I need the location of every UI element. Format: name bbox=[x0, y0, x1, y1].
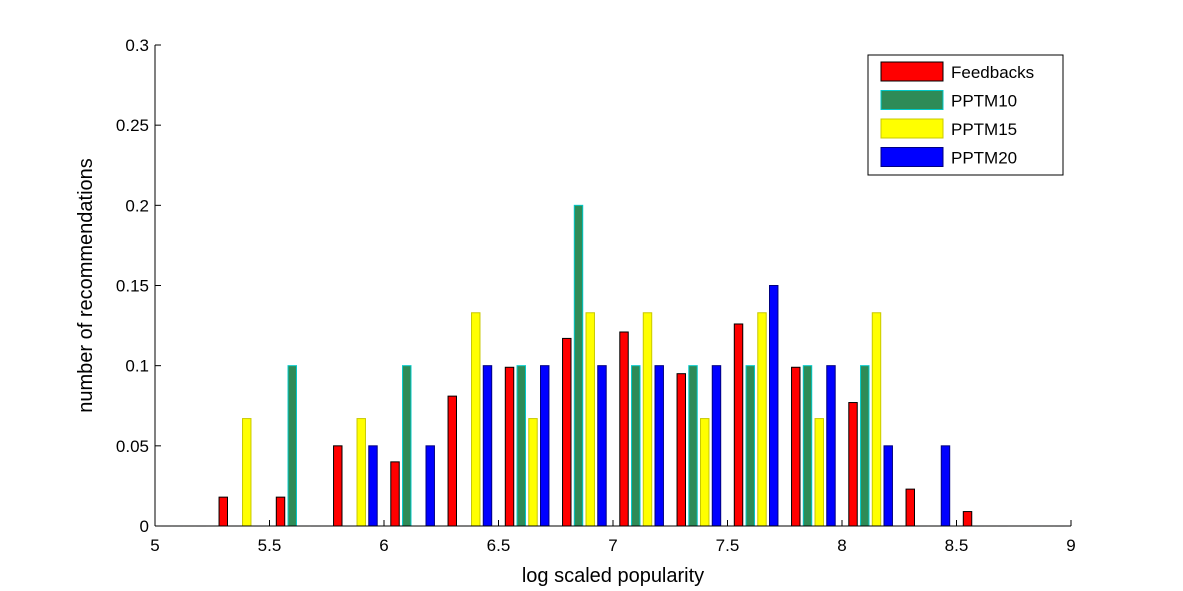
bar-pptm20-bin-7 bbox=[597, 365, 607, 527]
bar-feedbacks-bin-9 bbox=[676, 373, 686, 527]
bar-pptm15-bin-12 bbox=[871, 312, 882, 527]
y-tick-label: 0.25 bbox=[116, 116, 149, 135]
bar-pptm15-bin-3 bbox=[356, 418, 366, 527]
legend-swatch-pptm20 bbox=[880, 147, 944, 167]
x-tick-label: 7 bbox=[608, 536, 617, 555]
legend-label-pptm15: PPTM15 bbox=[951, 120, 1017, 139]
bar-pptm10-bin-6 bbox=[516, 365, 526, 527]
bar-pptm10-bin-12 bbox=[860, 365, 870, 527]
x-tick-label: 8 bbox=[837, 536, 846, 555]
bar-feedbacks-bin-13 bbox=[905, 488, 915, 527]
legend-label-pptm20: PPTM20 bbox=[951, 149, 1017, 168]
bar-feedbacks-bin-10 bbox=[733, 323, 744, 527]
bar-feedbacks-bin-14 bbox=[962, 511, 973, 527]
x-ticks: 5 5.5 6 6.5 7 7.5 8 8.5 9 bbox=[150, 520, 1076, 555]
y-axis-label: number of recommendations bbox=[75, 158, 97, 413]
bar-pptm15-bin-11 bbox=[814, 418, 824, 527]
legend-swatch-pptm15 bbox=[880, 118, 944, 139]
bar-feedbacks-bin-11 bbox=[791, 366, 801, 527]
bar-pptm20-bin-13 bbox=[940, 445, 951, 527]
bar-pptm15-bin-1 bbox=[242, 418, 252, 527]
bar-feedbacks-bin-2 bbox=[275, 496, 286, 527]
bar-pptm15-bin-9 bbox=[700, 418, 710, 527]
bar-pptm10-bin-2 bbox=[287, 365, 297, 527]
axes-group: 0 0.05 0.1 0.15 0.2 0.25 0.3 5 5.5 6 6.5 7 7.5 8 8.5 9 bbox=[116, 36, 1076, 555]
bar-pptm15-bin-7 bbox=[585, 312, 595, 527]
y-tick-label: 0.3 bbox=[125, 36, 149, 55]
y-tick-label: 0.15 bbox=[116, 277, 149, 296]
bar-feedbacks-bin-8 bbox=[619, 331, 629, 527]
bar-pptm10-bin-8 bbox=[631, 365, 641, 527]
bar-pptm10-bin-7 bbox=[573, 204, 584, 527]
bar-pptm20-bin-4 bbox=[425, 445, 435, 527]
bar-pptm20-bin-11 bbox=[826, 365, 836, 527]
bar-pptm15-bin-10 bbox=[757, 312, 767, 527]
bar-pptm10-bin-4 bbox=[402, 365, 412, 527]
y-tick-label: 0 bbox=[140, 517, 149, 536]
bar-pptm20-bin-6 bbox=[540, 365, 550, 527]
legend: Feedbacks PPTM10 PPTM15 PPTM20 bbox=[867, 54, 1064, 176]
bar-feedbacks-bin-7 bbox=[562, 337, 572, 527]
bar-pptm20-bin-9 bbox=[711, 365, 722, 527]
bar-feedbacks-bin-1 bbox=[218, 496, 228, 527]
bar-feedbacks-bin-3 bbox=[333, 445, 343, 527]
y-tick-label: 0.2 bbox=[125, 196, 149, 215]
x-tick-label: 9 bbox=[1066, 536, 1075, 555]
bar-pptm15-bin-6 bbox=[528, 418, 538, 527]
bar-pptm20-bin-12 bbox=[883, 445, 893, 527]
bar-feedbacks-bin-4 bbox=[390, 461, 400, 527]
bar-pptm10-bin-11 bbox=[802, 365, 813, 527]
legend-label-pptm10: PPTM10 bbox=[951, 92, 1017, 111]
bar-feedbacks-bin-5 bbox=[447, 395, 457, 527]
y-tick-label: 0.1 bbox=[125, 357, 149, 376]
legend-label-feedbacks: Feedbacks bbox=[951, 63, 1034, 82]
bar-feedbacks-bin-6 bbox=[504, 366, 515, 527]
x-tick-label: 8.5 bbox=[945, 536, 969, 555]
x-tick-label: 7.5 bbox=[716, 536, 740, 555]
y-tick-label: 0.05 bbox=[116, 437, 149, 456]
bar-feedbacks-bin-12 bbox=[848, 402, 858, 527]
bar-pptm20-bin-10 bbox=[769, 285, 779, 527]
bar-pptm15-bin-8 bbox=[642, 312, 653, 527]
x-tick-label: 6.5 bbox=[487, 536, 511, 555]
bar-pptm10-bin-9 bbox=[688, 365, 698, 527]
x-tick-label: 6 bbox=[379, 536, 388, 555]
bar-pptm15-bin-5 bbox=[471, 312, 481, 527]
legend-swatch-pptm10 bbox=[880, 90, 944, 110]
x-tick-label: 5 bbox=[150, 536, 159, 555]
bar-pptm20-bin-5 bbox=[482, 365, 493, 527]
bar-pptm20-bin-3 bbox=[368, 445, 378, 527]
x-axis-label: log scaled popularity bbox=[522, 565, 704, 587]
y-ticks: 0 0.05 0.1 0.15 0.2 0.25 0.3 bbox=[116, 36, 161, 536]
bar-pptm20-bin-8 bbox=[654, 365, 664, 527]
legend-swatch-feedbacks bbox=[880, 61, 944, 82]
bar-pptm10-bin-10 bbox=[745, 365, 755, 527]
x-tick-label: 5.5 bbox=[258, 536, 282, 555]
